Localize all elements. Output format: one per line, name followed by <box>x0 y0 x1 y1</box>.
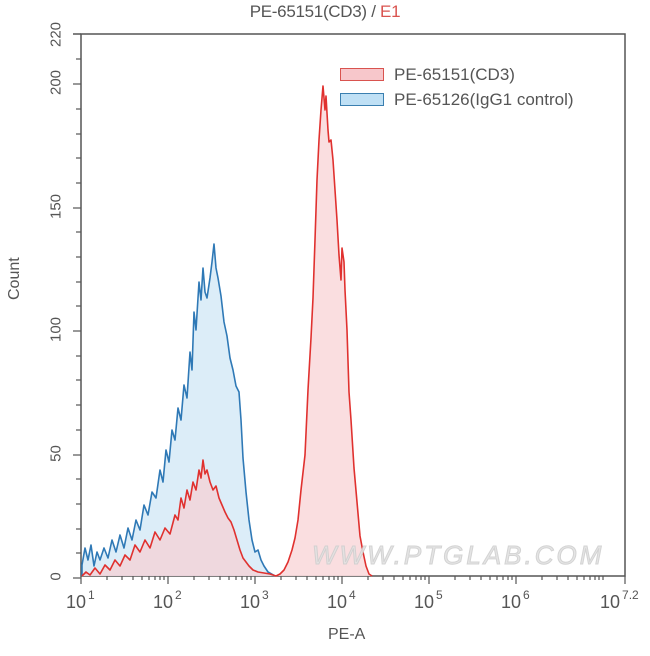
y-tick-200: 200 <box>47 69 65 96</box>
y-tick-220: 220 <box>47 21 65 48</box>
x-axis-ticks <box>80 576 626 584</box>
y-tick-50: 50 <box>47 445 65 462</box>
x-tick-1e7-2: 10 7.2 <box>600 588 639 612</box>
cd3-negative-line <box>81 459 277 577</box>
cd3-positive-area <box>276 86 372 576</box>
legend: PE-65151(CD3) PE-65126(IgG1 control) <box>340 62 574 112</box>
watermark: WWW.PTGLAB.COM <box>311 540 605 571</box>
x-tick-1e5: 10 5 <box>414 588 443 612</box>
x-tick-1e6: 10 6 <box>501 588 530 612</box>
x-axis-label: PE-A <box>328 626 366 643</box>
legend-swatch-cd3 <box>340 68 384 81</box>
x-tick-1e2: 10 2 <box>153 588 182 612</box>
cd3-positive-line <box>275 85 373 577</box>
legend-item-cd3: PE-65151(CD3) <box>340 62 574 87</box>
legend-swatch-igg1 <box>340 93 384 106</box>
legend-label-igg1: PE-65126(IgG1 control) <box>394 89 574 109</box>
legend-label-cd3: PE-65151(CD3) <box>394 64 515 84</box>
title-text: PE-65151(CD3) / <box>249 2 381 21</box>
y-tick-100: 100 <box>47 316 65 343</box>
legend-item-igg1: PE-65126(IgG1 control) <box>340 87 574 112</box>
y-tick-0: 0 <box>47 572 65 581</box>
x-tick-1e4: 10 4 <box>327 588 356 612</box>
chart-title: PE-65151(CD3) / E1 <box>0 2 650 22</box>
x-tick-1e1: 10 1 <box>66 588 95 612</box>
y-tick-150: 150 <box>47 193 65 220</box>
x-tick-1e3: 10 3 <box>240 588 269 612</box>
gate-label: E1 <box>380 2 401 21</box>
igg1-control-line <box>81 243 276 577</box>
y-axis-label: Count <box>6 257 23 300</box>
y-axis-ticks <box>73 58 81 579</box>
